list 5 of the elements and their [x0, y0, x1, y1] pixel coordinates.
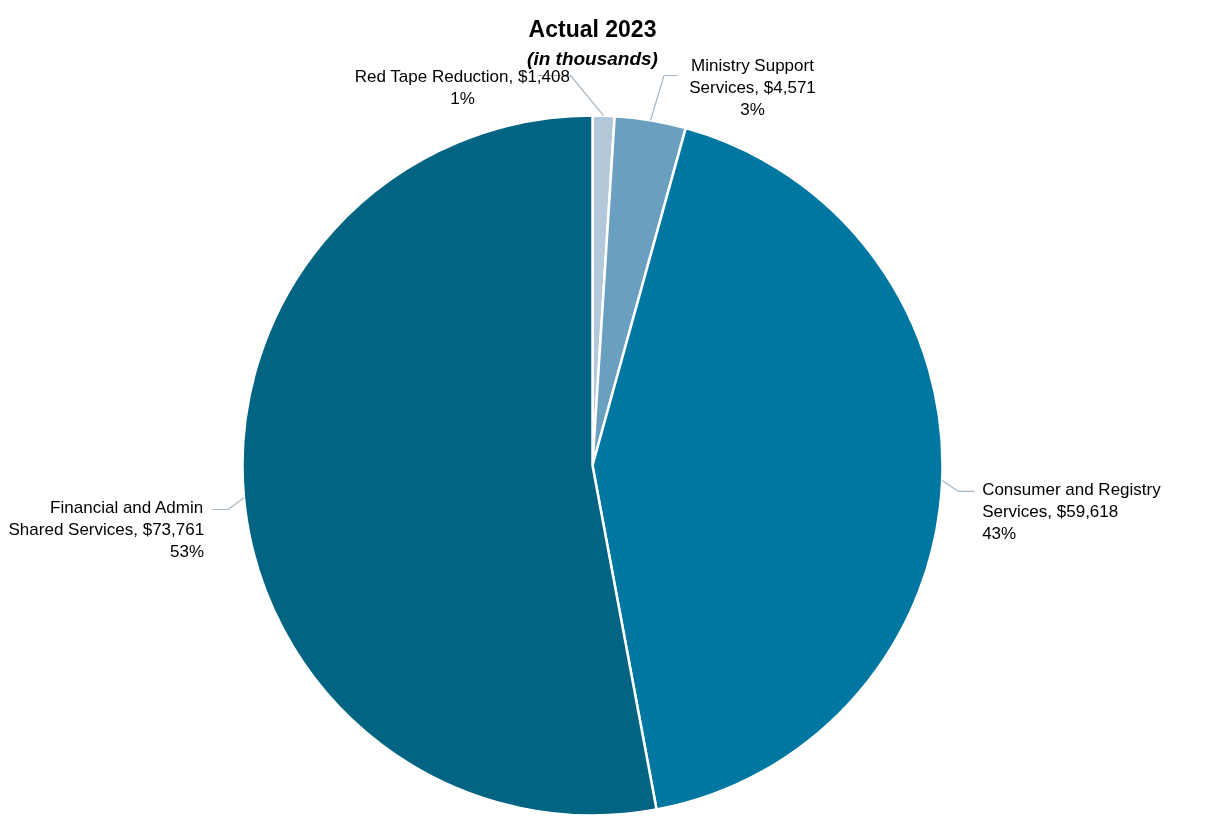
slice-label: Ministry Support Services, $4,571 3%: [689, 56, 816, 119]
slice-label: Consumer and Registry Services, $59,618 43%: [982, 479, 1162, 543]
slice-label: Financial and Admin Shared Services, $73,761 53%: [8, 498, 205, 561]
chart-title: Actual 2023: [528, 15, 657, 42]
chart-subtitle: (in thousands): [527, 48, 658, 69]
